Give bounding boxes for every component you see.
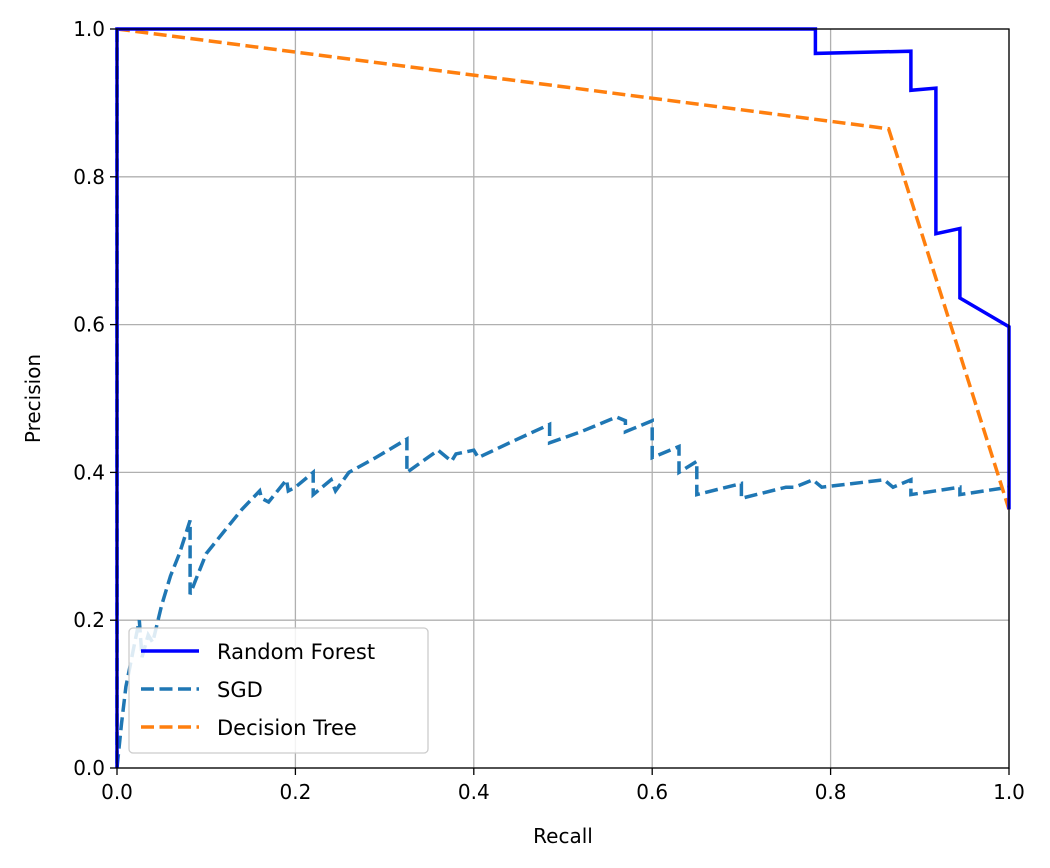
x-tick-label-4: 0.8	[815, 780, 847, 804]
y-tick-label-2: 0.4	[73, 460, 105, 484]
y-tick-label-1: 0.2	[73, 608, 105, 632]
legend: Random Forest SGD Decision Tree	[128, 627, 429, 754]
legend-label-1: SGD	[217, 678, 263, 702]
legend-label-0: Random Forest	[217, 640, 375, 664]
plot-frame	[116, 28, 1010, 769]
series-line-sgd	[115, 29, 1010, 769]
grid-lines	[116, 28, 1010, 769]
y-axis-label: Precision	[21, 354, 45, 443]
y-tick-label-3: 0.6	[73, 313, 105, 337]
y-tick-label-0: 0.0	[73, 756, 105, 780]
x-axis-label: Recall	[533, 824, 593, 848]
y-tick-label-4: 0.8	[73, 165, 105, 189]
series-line-decision-tree	[116, 27, 1011, 510]
legend-label-2: Decision Tree	[217, 716, 357, 740]
x-tick-label-0: 0.0	[101, 780, 133, 804]
y-tick-label-5: 1.0	[73, 17, 105, 41]
legend-box	[128, 627, 429, 754]
x-tick-label-5: 1.0	[993, 780, 1025, 804]
axis-ticks: 0.0 0.2 0.4 0.6 0.8 1.0 0.0 0.2 0.4 0.6 0.8 1.0	[73, 17, 1025, 804]
x-tick-label-1: 0.2	[279, 780, 311, 804]
x-tick-label-3: 0.6	[636, 780, 668, 804]
x-tick-label-2: 0.4	[458, 780, 490, 804]
